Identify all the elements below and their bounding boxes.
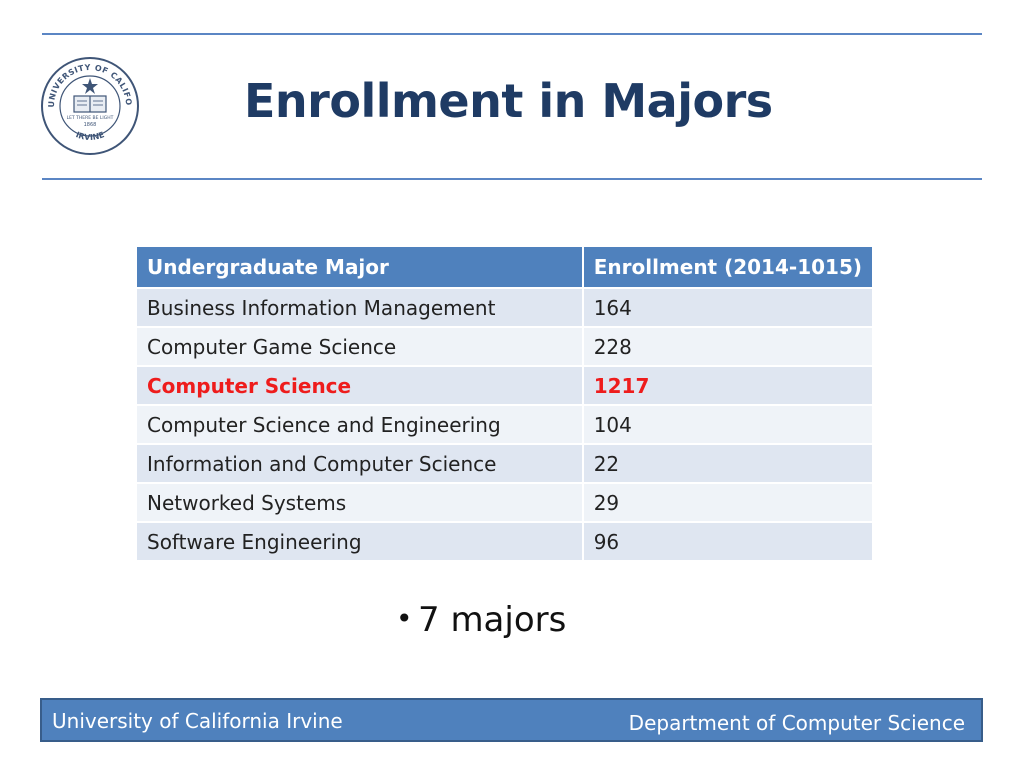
enrollment-cell: 22: [582, 444, 872, 484]
enrollment-cell: 164: [582, 288, 872, 328]
top-divider: [42, 33, 982, 35]
table-row-highlighted: Computer Science 1217: [137, 366, 872, 406]
table-header-row: Undergraduate Major Enrollment (2014-101…: [137, 247, 872, 289]
bottom-divider: [42, 178, 982, 180]
enrollment-table: Undergraduate Major Enrollment (2014-101…: [137, 247, 872, 562]
table-row: Information and Computer Science 22: [137, 444, 872, 484]
major-cell: Computer Science and Engineering: [137, 405, 584, 445]
enrollment-cell: 96: [582, 522, 872, 562]
seal-year: 1868: [84, 122, 97, 128]
major-cell: Business Information Management: [137, 288, 584, 328]
major-cell: Computer Game Science: [137, 327, 584, 367]
footer-department: Department of Computer Science: [628, 711, 965, 735]
bullet-point: • 7 majors: [396, 600, 566, 640]
major-cell: Information and Computer Science: [137, 444, 584, 484]
university-seal-icon: THE UNIVERSITY OF CALIFORNIA IRVINE LET …: [40, 56, 139, 155]
footer-bar: University of California Irvine Departme…: [40, 698, 983, 742]
footer-university: University of California Irvine: [52, 709, 343, 733]
major-cell: Networked Systems: [137, 483, 584, 523]
enrollment-cell: 29: [582, 483, 872, 523]
enrollment-cell: 1217: [582, 366, 872, 406]
bullet-icon: •: [396, 602, 413, 635]
seal-bottom-text: IRVINE: [74, 130, 105, 142]
slide-title: Enrollment in Majors: [244, 74, 773, 128]
table-row: Computer Science and Engineering 104: [137, 405, 872, 445]
header-enrollment: Enrollment (2014-1015): [582, 247, 872, 289]
enrollment-cell: 104: [582, 405, 872, 445]
major-cell: Software Engineering: [137, 522, 584, 562]
major-cell: Computer Science: [137, 366, 584, 406]
bullet-text: 7 majors: [418, 600, 567, 640]
header-major: Undergraduate Major: [137, 247, 584, 289]
svg-text:IRVINE: IRVINE: [74, 130, 105, 142]
table-row: Software Engineering 96: [137, 522, 872, 562]
enrollment-cell: 228: [582, 327, 872, 367]
table-row: Business Information Management 164: [137, 288, 872, 328]
seal-motto: LET THERE BE LIGHT: [67, 115, 114, 121]
table-row: Computer Game Science 228: [137, 327, 872, 367]
table-row: Networked Systems 29: [137, 483, 872, 523]
